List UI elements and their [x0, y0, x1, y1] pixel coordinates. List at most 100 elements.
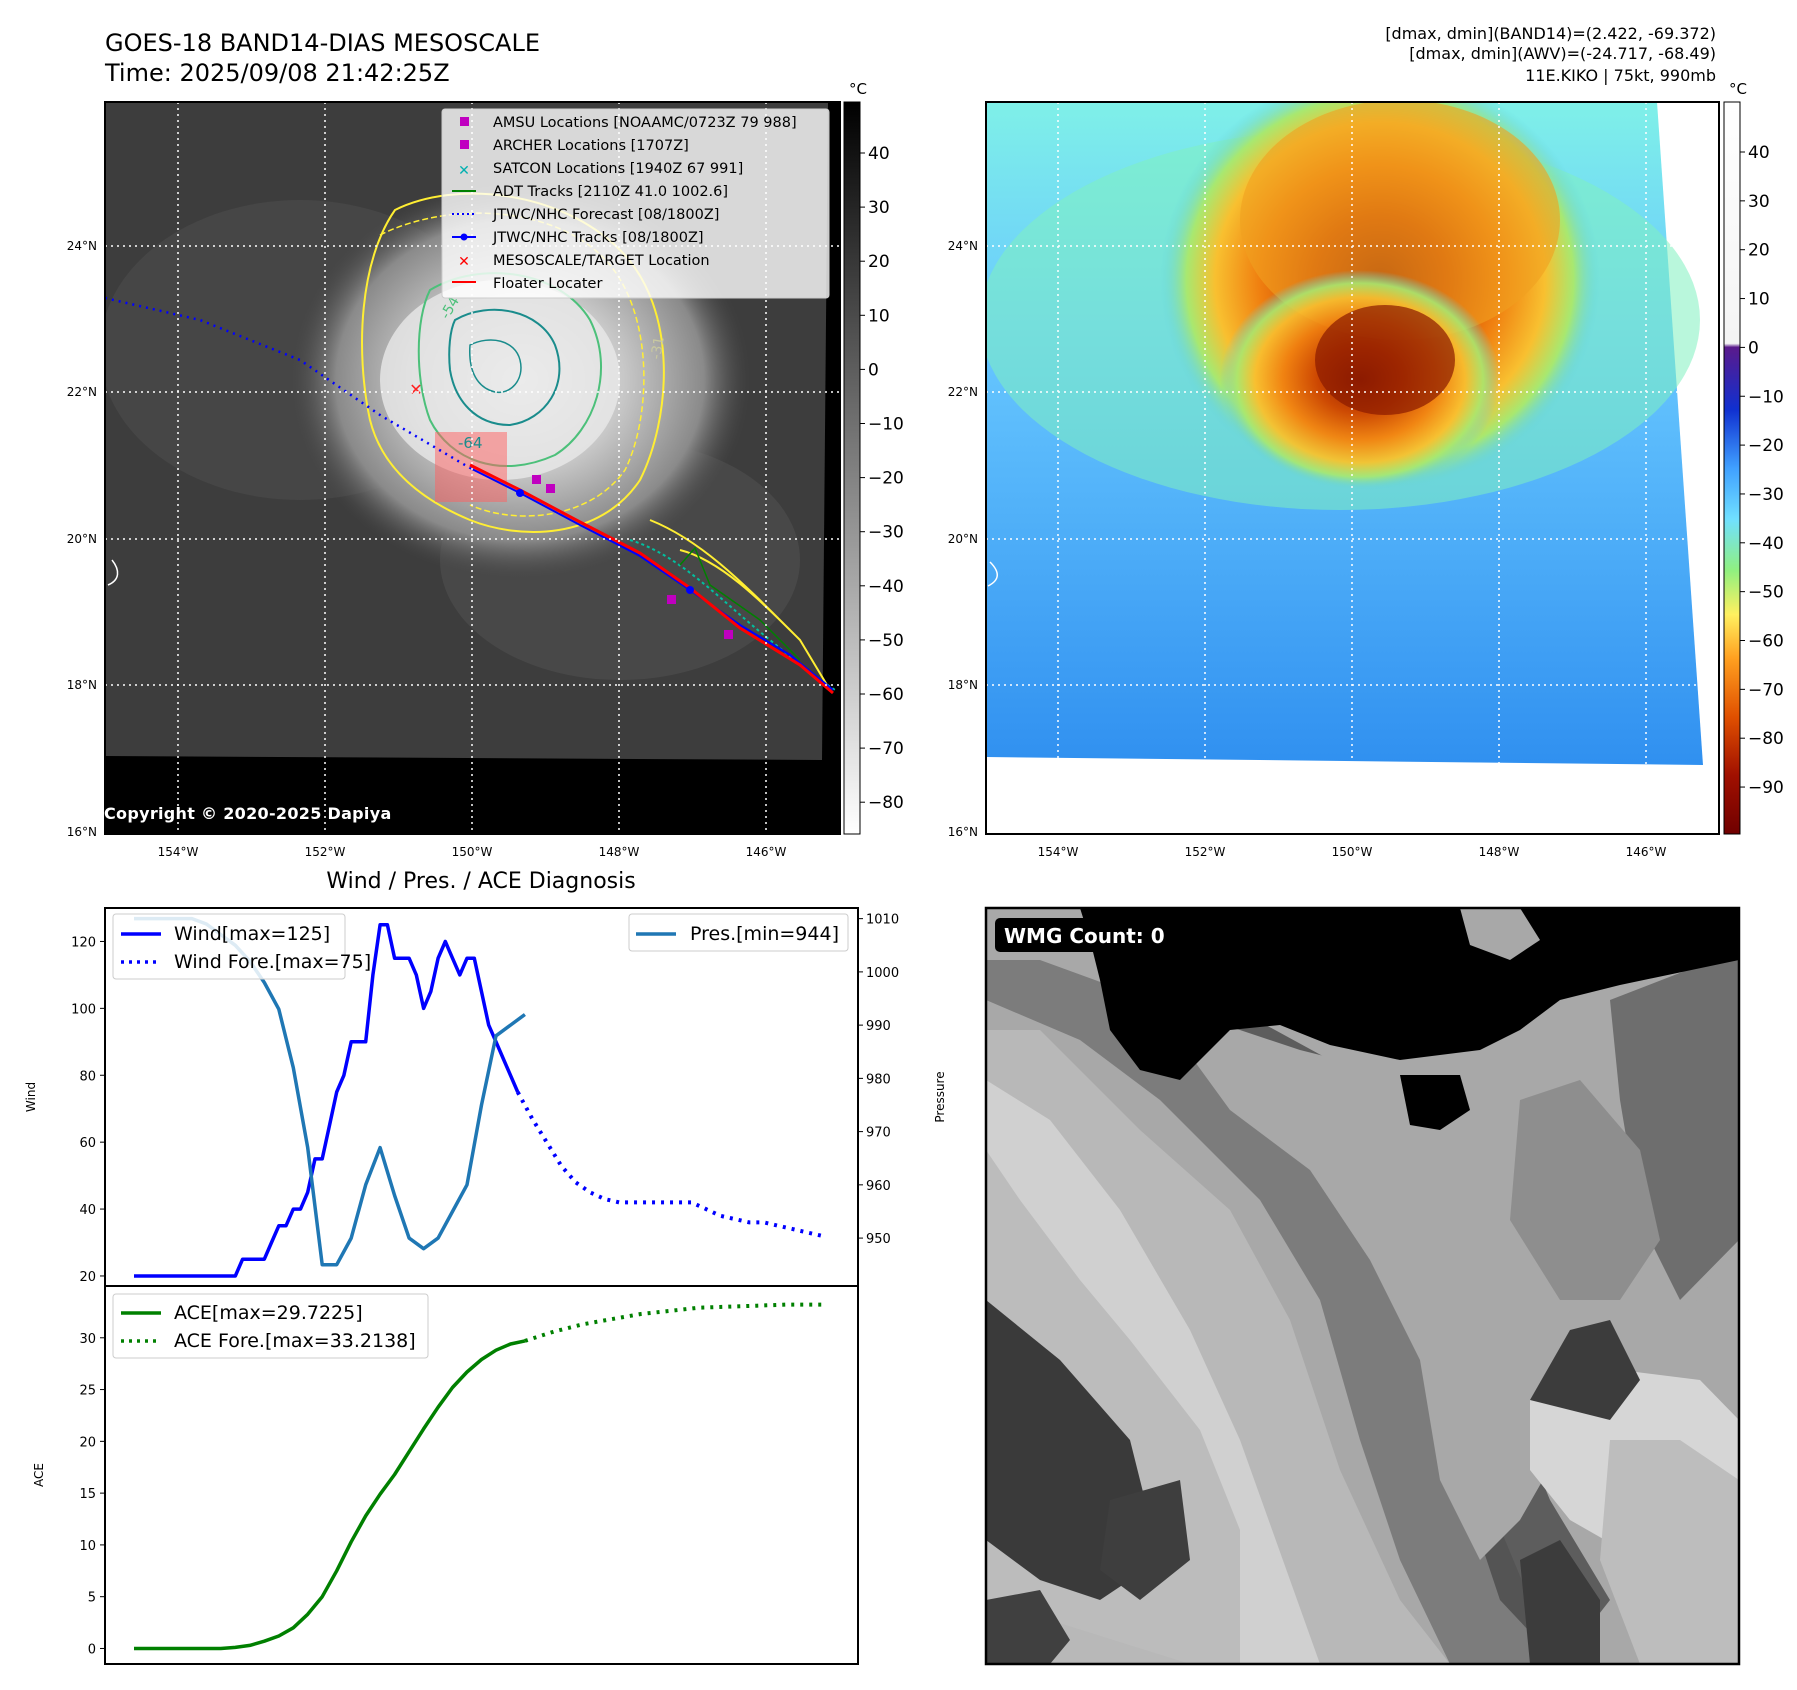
colorbar-tick: 10: [1748, 290, 1770, 310]
colorbar-tick: −80: [868, 793, 904, 813]
info-awv-range: [dmax, dmin](AWV)=(-24.717, -68.49): [1409, 44, 1716, 63]
svg-text:✕: ✕: [458, 254, 470, 270]
wmg-count-label: WMG Count: 0: [1004, 924, 1165, 948]
lon-tick: 146°W: [1626, 845, 1667, 859]
svg-text:✕: ✕: [458, 163, 470, 179]
pressure-tick: 960: [866, 1179, 891, 1194]
ace-tick: 0: [88, 1642, 96, 1657]
figure-time: Time: 2025/09/08 21:42:25Z: [104, 59, 450, 87]
ace-chart: 0 5 10 15 20 25 30 ACE ACE[max=29.7225] ACE Fo…: [32, 1285, 859, 1665]
diagnosis-title: Wind / Pres. / ACE Diagnosis: [326, 869, 635, 894]
lat-tick: 16°N: [67, 825, 97, 839]
colorbar-tick: 0: [868, 360, 879, 380]
legend-satcon: SATCON Locations [1940Z 67 991]: [493, 161, 743, 177]
awv-map-panel: 24°N 22°N 20°N 18°N 16°N 154°W 152°W 150…: [948, 101, 1720, 859]
colorbar-tick: 20: [1748, 241, 1770, 261]
lat-tick: 18°N: [67, 678, 97, 692]
lon-tick: 150°W: [1332, 845, 1373, 859]
wmg-panel: WMG Count: 0: [984, 906, 1741, 1666]
legend-jtwc-tracks: JTWC/NHC Tracks [08/1800Z]: [492, 230, 704, 246]
legend-mesoscale-target: MESOSCALE/TARGET Location: [493, 253, 710, 269]
lon-tick: 154°W: [1038, 845, 1079, 859]
legend-ace-fore: ACE Fore.[max=33.2138]: [174, 1330, 416, 1352]
colorbar-tick: −10: [868, 415, 904, 435]
colorbar-tick: 40: [1748, 143, 1770, 163]
colorbar-tick: −30: [868, 523, 904, 543]
colorbar-tick: −40: [1748, 534, 1784, 554]
ace-tick: 10: [79, 1539, 96, 1554]
ace-axis-label: ACE: [32, 1463, 46, 1487]
ace-tick: 20: [79, 1435, 96, 1450]
ace-series-line-1: [524, 1302, 822, 1343]
colorbar-tick: −10: [1748, 387, 1784, 407]
colorbar-awv: °C 40 30 20 10 0 −10 −20 −30 −40 −50 −60 −70 −80 −90: [1723, 80, 1784, 835]
lat-tick: 24°N: [948, 239, 978, 253]
ace-tick: 15: [79, 1487, 96, 1502]
colorbar-tick: −60: [868, 685, 904, 705]
ace-tick: 25: [79, 1384, 96, 1399]
lon-tick: 152°W: [1185, 845, 1226, 859]
legend-ace: ACE[max=29.7225]: [174, 1302, 363, 1324]
colorbar-band14: °C 40 30 20 10 0 −10 −20 −30 −40 −50 −60 −70 −80: [843, 80, 904, 835]
lat-tick: 20°N: [67, 532, 97, 546]
legend-floater: Floater Locater: [493, 276, 602, 292]
colorbar-tick: −30: [1748, 485, 1784, 505]
contour-label: -64: [458, 434, 483, 452]
colorbar-tick: −20: [868, 469, 904, 489]
wind-tick: 20: [79, 1270, 96, 1285]
legend-pressure: Pres.[min=944]: [690, 923, 839, 945]
colorbar-tick: −90: [1748, 778, 1784, 798]
legend-wind: Wind[max=125]: [174, 923, 330, 945]
ir-map-panel: ✕ -54 -64 -31 ✕: [67, 101, 841, 859]
colorbar-unit: °C: [1729, 80, 1747, 98]
info-band14-range: [dmax, dmin](BAND14)=(2.422, -69.372): [1385, 24, 1716, 43]
colorbar-tick: 30: [868, 198, 890, 218]
wind-pressure-chart: 20 40 60 80 100 120 950 960 970 980 990 1000 1010 W…: [24, 907, 947, 1287]
lon-tick: 146°W: [746, 845, 787, 859]
lat-tick: 18°N: [948, 678, 978, 692]
svg-text:✕: ✕: [409, 380, 422, 399]
wind-tick: 80: [79, 1069, 96, 1084]
colorbar-tick: 10: [868, 306, 890, 326]
pressure-tick: 1010: [866, 913, 899, 928]
colorbar-tick: 0: [1748, 338, 1759, 358]
ace-series-line-0: [134, 1339, 526, 1651]
lat-tick: 20°N: [948, 532, 978, 546]
ace-tick: 30: [79, 1332, 96, 1347]
colorbar-tick: −40: [868, 577, 904, 597]
colorbar-tick: −20: [1748, 436, 1784, 456]
copyright-notice: Copyright © 2020-2025 Dapiya: [104, 804, 392, 823]
lon-tick: 148°W: [1479, 845, 1520, 859]
lon-tick: 154°W: [158, 845, 199, 859]
colorbar-tick: −80: [1748, 729, 1784, 749]
legend-wind-fore: Wind Fore.[max=75]: [174, 951, 371, 973]
pressure-tick: 980: [866, 1072, 891, 1087]
map-legend: ✕ ✕ AMSU Locations [NOAAMC/0723Z 79 988]…: [441, 108, 830, 299]
colorbar-unit: °C: [849, 80, 867, 98]
legend-archer: ARCHER Locations [1707Z]: [493, 138, 689, 154]
lon-tick: 152°W: [305, 845, 346, 859]
colorbar-tick: 40: [868, 144, 890, 164]
wind-tick: 100: [71, 1002, 96, 1017]
legend-adt: ADT Tracks [2110Z 41.0 1002.6]: [493, 184, 728, 200]
lon-tick: 150°W: [452, 845, 493, 859]
pressure-tick: 990: [866, 1019, 891, 1034]
figure-title: GOES-18 BAND14-DIAS MESOSCALE: [105, 29, 540, 57]
colorbar-tick: −50: [868, 631, 904, 651]
legend-amsu: AMSU Locations [NOAAMC/0723Z 79 988]: [493, 115, 797, 131]
wind-tick: 40: [79, 1203, 96, 1218]
ace-tick: 5: [88, 1591, 96, 1606]
contour-label: -31: [648, 335, 668, 360]
pressure-legend: Pres.[min=944]: [628, 913, 849, 952]
colorbar-tick: 20: [868, 252, 890, 272]
wind-axis-label: Wind: [24, 1082, 38, 1112]
pressure-tick: 970: [866, 1126, 891, 1141]
colorbar-tick: −70: [868, 739, 904, 759]
lat-tick: 22°N: [67, 385, 97, 399]
wind-tick: 60: [79, 1136, 96, 1151]
pressure-axis-label: Pressure: [933, 1071, 947, 1122]
colorbar-tick: −60: [1748, 632, 1784, 652]
colorbar-tick: −70: [1748, 680, 1784, 700]
colorbar-tick: 30: [1748, 192, 1770, 212]
lat-tick: 22°N: [948, 385, 978, 399]
